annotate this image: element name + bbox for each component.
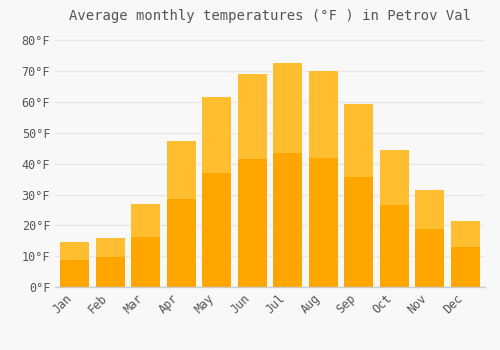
Bar <box>96 238 124 257</box>
Bar <box>60 242 89 260</box>
Bar <box>166 141 196 287</box>
Bar <box>131 204 160 237</box>
Bar <box>96 238 124 287</box>
Bar <box>451 221 480 247</box>
Bar <box>380 150 409 287</box>
Bar <box>308 71 338 287</box>
Bar <box>344 104 374 287</box>
Bar <box>273 63 302 287</box>
Bar <box>131 204 160 287</box>
Bar <box>380 150 409 205</box>
Bar <box>60 242 89 287</box>
Bar <box>202 97 232 287</box>
Bar <box>451 221 480 287</box>
Bar <box>238 74 267 159</box>
Bar <box>308 71 338 158</box>
Bar <box>202 97 232 173</box>
Bar <box>238 74 267 287</box>
Bar <box>344 104 374 177</box>
Bar <box>416 190 444 287</box>
Bar <box>416 190 444 229</box>
Title: Average monthly temperatures (°F ) in Petrov Val: Average monthly temperatures (°F ) in Pe… <box>69 9 471 23</box>
Bar <box>166 141 196 199</box>
Bar <box>273 63 302 153</box>
